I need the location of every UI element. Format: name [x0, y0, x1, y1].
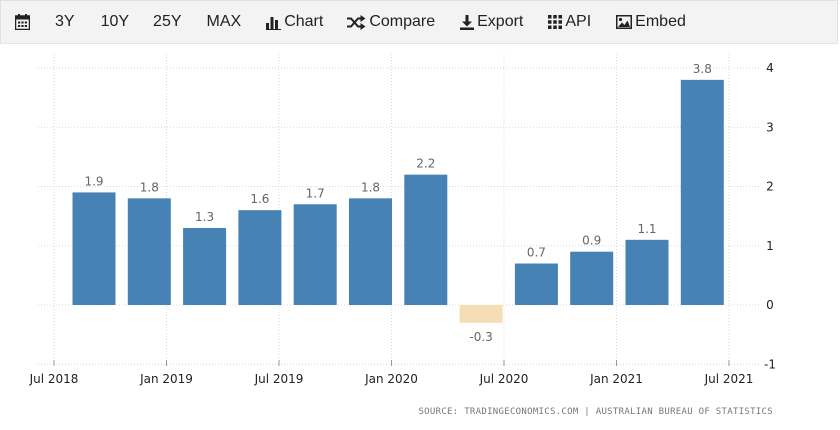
chart-y-axis: -1 0 1 2 3 4	[764, 61, 776, 371]
x-tick-label: Jul 2020	[479, 372, 529, 386]
bar-value-label: 0.7	[527, 246, 546, 260]
api-button-label: API	[565, 13, 592, 30]
bar[interactable]	[127, 198, 171, 305]
range-10y-button[interactable]: 10Y	[101, 0, 129, 44]
bar-value-label: 1.8	[140, 180, 159, 194]
x-tick-label: Jul 2021	[704, 372, 754, 386]
chart-bars	[72, 79, 724, 323]
range-25y-label: 25Y	[153, 13, 182, 30]
bar[interactable]	[404, 174, 448, 305]
shuffle-icon	[347, 14, 366, 30]
range-25y-button[interactable]: 25Y	[153, 0, 181, 44]
bar-value-label: 1.3	[195, 210, 214, 224]
calendar-icon	[15, 14, 30, 30]
bar-chart-icon	[266, 16, 282, 30]
bar-chart: 1.9 1.8 1.3 1.6 1.7 1.8 2.2 -0.3 0.7 0.9 1.1 3.8 -1…	[29, 54, 776, 417]
bar-value-label: 1.7	[306, 186, 325, 200]
range-max-button[interactable]: MAX	[207, 0, 242, 44]
chart-button-label: Chart	[284, 13, 324, 30]
y-tick-label: 2	[766, 180, 774, 194]
y-tick-label: 1	[766, 239, 774, 253]
bar[interactable]	[293, 204, 337, 305]
bar-value-label: -0.3	[469, 330, 492, 344]
y-tick-label: 0	[766, 298, 774, 312]
bar-value-label: 0.9	[582, 234, 601, 248]
embed-button-label: Embed	[635, 13, 686, 30]
bar-value-label: 1.9	[84, 174, 103, 188]
chart-source: SOURCE: TRADINGECONOMICS.COM | AUSTRALIA…	[418, 407, 773, 417]
compare-button-label: Compare	[369, 13, 436, 30]
bar-value-label: 1.1	[637, 222, 656, 236]
bar[interactable]	[514, 263, 558, 305]
calendar-button[interactable]	[15, 0, 30, 44]
chart-toolbar: 3Y 10Y 25Y MAX Chart Compare Expo	[0, 0, 838, 44]
range-3y-label: 3Y	[55, 13, 75, 30]
range-3y-button[interactable]: 3Y	[55, 0, 75, 44]
bar-value-label: 2.2	[416, 157, 435, 171]
y-tick-label: -1	[764, 357, 776, 371]
bar[interactable]	[349, 198, 392, 305]
export-button[interactable]: Export	[460, 0, 523, 44]
download-icon	[460, 14, 475, 30]
chart-value-labels: 1.9 1.8 1.3 1.6 1.7 1.8 2.2 -0.3 0.7 0.9 1.1 3.8	[84, 62, 711, 344]
chart-button[interactable]: Chart	[266, 0, 323, 44]
bar[interactable]	[680, 79, 724, 305]
bar[interactable]	[238, 210, 282, 305]
image-icon	[616, 15, 633, 29]
bar[interactable]	[570, 251, 614, 305]
bar-value-label: 3.8	[693, 62, 712, 76]
bar-value-label: 1.6	[250, 192, 269, 206]
embed-button[interactable]: Embed	[616, 0, 686, 44]
bar[interactable]	[183, 227, 227, 305]
range-max-label: MAX	[206, 13, 242, 30]
bar-value-label: 1.8	[361, 180, 380, 194]
grid-icon	[548, 15, 563, 29]
x-tick-label: Jan 2021	[589, 372, 643, 386]
bar[interactable]	[625, 239, 669, 305]
y-tick-label: 4	[766, 61, 774, 75]
bar[interactable]	[459, 305, 503, 323]
api-button[interactable]: API	[548, 0, 591, 44]
x-tick-label: Jul 2018	[29, 372, 79, 386]
chart-x-axis: Jul 2018 Jan 2019 Jul 2019 Jan 2020 Jul 2020…	[29, 360, 754, 386]
range-10y-label: 10Y	[100, 13, 130, 30]
compare-button[interactable]: Compare	[347, 0, 435, 44]
x-tick-label: Jan 2019	[139, 372, 193, 386]
bar[interactable]	[72, 192, 116, 305]
y-tick-label: 3	[766, 120, 774, 134]
export-button-label: Export	[477, 13, 524, 30]
x-tick-label: Jan 2020	[364, 372, 418, 386]
x-tick-label: Jul 2019	[254, 372, 304, 386]
